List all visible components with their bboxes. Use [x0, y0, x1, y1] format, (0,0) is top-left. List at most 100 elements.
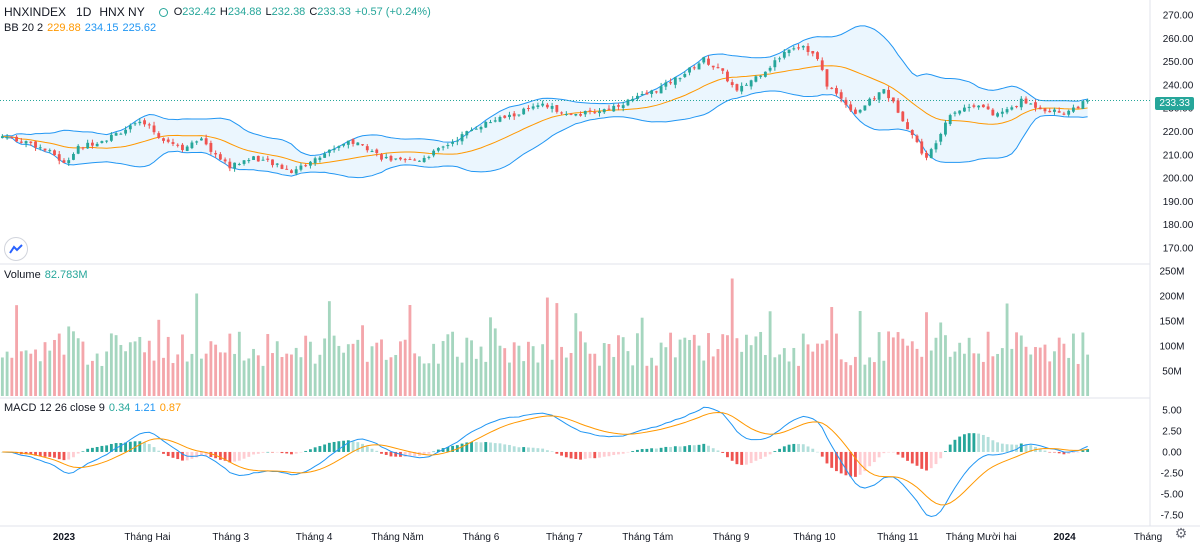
macd-histogram-bar	[176, 451, 180, 460]
candle-body	[839, 92, 843, 99]
candle-body	[981, 104, 985, 108]
candle-body	[820, 60, 824, 70]
volume-bar	[868, 357, 872, 396]
macd-legend[interactable]: MACD 12 26 close 9 0.34 1.21 0.87	[4, 402, 181, 414]
macd-histogram-bar	[337, 441, 341, 452]
candle-body	[394, 158, 398, 160]
candle-body	[166, 139, 170, 142]
volume-bar	[1038, 347, 1042, 396]
volume-bar	[749, 345, 753, 396]
macd-histogram-bar	[195, 451, 199, 458]
volume-bar	[929, 350, 933, 396]
macd-histogram-bar	[247, 451, 251, 457]
macd-histogram-bar	[754, 451, 758, 461]
bollinger-band-fill	[2, 25, 1088, 178]
volume-bar	[451, 331, 455, 396]
candle-body	[659, 86, 663, 94]
macd-histogram-bar	[991, 440, 995, 452]
price-axis-tick: 260.00	[1163, 34, 1194, 45]
macd-histogram-bar	[1010, 444, 1014, 452]
macd-histogram-bar	[868, 451, 872, 467]
macd-histogram-bar	[730, 451, 734, 461]
macd-histogram-bar	[934, 451, 938, 465]
volume-bar	[346, 344, 350, 396]
candle-body	[162, 138, 165, 141]
macd-histogram-bar	[541, 448, 545, 452]
candle-body	[564, 113, 568, 115]
volume-bar	[124, 351, 128, 396]
volume-bar	[1057, 337, 1061, 396]
symbol-name[interactable]: HNXINDEX	[4, 5, 67, 19]
volume-bar	[844, 362, 848, 396]
interval-label[interactable]: 1D	[76, 5, 92, 19]
volume-bar	[332, 335, 336, 396]
volume-bar	[820, 343, 824, 396]
macd-histogram-bar	[716, 450, 720, 452]
volume-bar	[242, 360, 246, 396]
time-axis-tick: Tháng Tám	[622, 532, 673, 543]
candle-body	[531, 106, 535, 109]
candle-body	[669, 82, 673, 84]
candle-body	[346, 140, 350, 145]
candle-body	[948, 115, 952, 125]
candle-body	[673, 77, 677, 85]
macd-histogram-bar	[531, 447, 535, 452]
volume-bar	[256, 355, 260, 396]
macd-histogram-bar	[768, 451, 772, 455]
macd-histogram-bar	[503, 444, 507, 452]
volume-bar	[233, 353, 237, 396]
macd-histogram-bar	[1019, 443, 1023, 452]
macd-histogram-bar	[100, 445, 104, 452]
macd-histogram-bar	[602, 451, 606, 457]
macd-histogram-bar	[986, 436, 990, 452]
macd-histogram-bar	[778, 448, 782, 452]
volume-bar	[635, 333, 639, 396]
time-axis-tick: Tháng 10	[793, 532, 836, 543]
macd-histogram-bar	[631, 451, 635, 452]
candle-body	[95, 143, 99, 147]
volume-bar	[517, 345, 521, 396]
candle-body	[242, 160, 246, 164]
volume-bar	[81, 341, 85, 396]
volume-bar	[375, 342, 379, 396]
volume-bar	[1081, 332, 1085, 396]
tradingview-logo[interactable]	[4, 237, 28, 261]
candle-body	[958, 110, 962, 114]
macd-histogram-bar	[327, 442, 331, 452]
candle-body	[541, 103, 545, 106]
macd-histogram-bar	[128, 441, 132, 452]
volume-bar	[394, 354, 398, 396]
settings-gear-icon[interactable]: ⚙	[1174, 525, 1188, 541]
volume-bar	[389, 357, 393, 396]
candle-body	[744, 84, 748, 86]
macd-histogram-bar	[43, 451, 47, 457]
macd-histogram-bar	[1062, 451, 1066, 455]
bb-legend[interactable]: BB 20 2 229.88 234.15 225.62	[4, 22, 156, 34]
candle-body	[925, 152, 928, 158]
macd-histogram-bar	[29, 451, 33, 455]
volume-bar	[801, 333, 805, 396]
volume-bar	[740, 351, 744, 396]
volume-bar	[569, 352, 573, 396]
macd-histogram-bar	[190, 451, 194, 459]
macd-histogram-bar	[90, 447, 94, 452]
volume-bar	[787, 361, 791, 396]
volume-bar	[417, 356, 421, 396]
volume-bar	[308, 341, 312, 396]
volume-legend[interactable]: Volume 82.783M	[4, 269, 88, 281]
candle-body	[114, 133, 118, 136]
volume-bar	[574, 313, 578, 396]
macd-histogram-bar	[346, 440, 350, 452]
macd-histogram-bar	[697, 444, 701, 452]
candle-body	[887, 89, 891, 99]
macd-signal-line	[2, 411, 1088, 506]
macd-histogram-bar	[1053, 451, 1056, 453]
volume-bar	[67, 326, 71, 396]
macd-histogram-bar	[820, 451, 824, 457]
volume-bar	[910, 341, 914, 396]
candle-body	[19, 141, 23, 143]
macd-histogram-bar	[863, 451, 867, 472]
price-axis-tick: 240.00	[1163, 80, 1194, 91]
candle-body	[332, 148, 336, 151]
